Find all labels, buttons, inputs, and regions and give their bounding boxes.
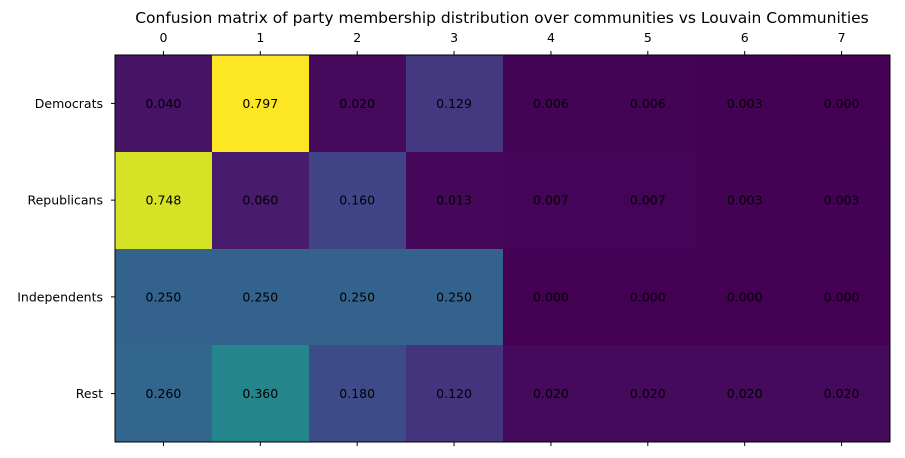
- cell-value-label: 0.003: [727, 96, 763, 111]
- cell-value-label: 0.120: [436, 386, 472, 401]
- x-tick-label: 6: [741, 30, 749, 45]
- cell-value-label: 0.003: [824, 193, 860, 208]
- heatmap-cell: [793, 345, 890, 442]
- cell-value-label: 0.007: [533, 193, 569, 208]
- heatmap-cell: [406, 249, 503, 345]
- heatmap-cell: [503, 249, 599, 345]
- heatmap-cell: [696, 55, 793, 152]
- x-tick-label: 3: [450, 30, 458, 45]
- heatmap-cell: [212, 345, 309, 442]
- heatmap-cell: [599, 249, 696, 345]
- cell-value-label: 0.000: [824, 96, 860, 111]
- cell-value-label: 0.000: [533, 289, 569, 304]
- heatmap-cell: [406, 55, 503, 152]
- cell-value-label: 0.060: [242, 193, 278, 208]
- y-tick-label: Independents: [17, 289, 103, 304]
- cell-value-label: 0.797: [242, 96, 278, 111]
- x-axis-ticks: 0 1 2 3 4 5 6 7: [159, 30, 846, 446]
- heatmap-cell: [696, 345, 793, 442]
- cell-value-label: 0.020: [533, 386, 569, 401]
- heatmap-cell: [696, 152, 793, 249]
- cell-value-label: 0.020: [630, 386, 666, 401]
- heatmap-cell: [212, 55, 309, 152]
- cell-value-label: 0.250: [242, 289, 278, 304]
- x-tick-label: 5: [644, 30, 652, 45]
- cell-value-label: 0.250: [146, 289, 182, 304]
- heatmap-cell: [503, 55, 599, 152]
- heatmap-cell: [309, 55, 406, 152]
- cell-value-label: 0.250: [339, 289, 375, 304]
- heatmap-cell: [793, 152, 890, 249]
- heatmap-cell: [309, 249, 406, 345]
- heatmap-cell: [793, 55, 890, 152]
- x-tick-label: 7: [838, 30, 846, 45]
- x-tick-label: 1: [256, 30, 264, 45]
- cell-value-label: 0.000: [630, 289, 666, 304]
- heatmap-cell: [696, 249, 793, 345]
- cell-value-label: 0.020: [339, 96, 375, 111]
- cell-value-label: 0.160: [339, 193, 375, 208]
- y-axis-ticks: Democrats Republicans Independents Rest: [17, 96, 115, 401]
- cell-value-label: 0.129: [436, 96, 472, 111]
- cell-value-label: 0.006: [533, 96, 569, 111]
- cell-value-label: 0.020: [727, 386, 763, 401]
- y-tick-label: Rest: [76, 386, 103, 401]
- plot-frame: [114, 54, 891, 443]
- cell-value-label: 0.020: [824, 386, 860, 401]
- heatmap-cell: [503, 345, 599, 442]
- x-tick-label: 4: [547, 30, 555, 45]
- cell-value-label: 0.180: [339, 386, 375, 401]
- cell-value-label: 0.000: [727, 289, 763, 304]
- heatmap-cell: [599, 55, 696, 152]
- heatmap-cell: [406, 152, 503, 249]
- y-tick-label: Democrats: [35, 96, 103, 111]
- heatmap-cell: [309, 345, 406, 442]
- cell-value-label: 0.000: [824, 289, 860, 304]
- heatmap-cells: [115, 55, 890, 442]
- heatmap-cell: [599, 152, 696, 249]
- y-tick-label: Republicans: [27, 193, 103, 208]
- cell-value-label: 0.260: [146, 386, 182, 401]
- heatmap-cell: [115, 152, 212, 249]
- cell-value-label: 0.013: [436, 193, 472, 208]
- heatmap-cell: [793, 249, 890, 345]
- cell-value-label: 0.748: [146, 193, 182, 208]
- heatmap-cell: [309, 152, 406, 249]
- heatmap-cell: [115, 345, 212, 442]
- cell-value-label: 0.250: [436, 289, 472, 304]
- heatmap-cell: [503, 152, 599, 249]
- cell-value-label: 0.360: [242, 386, 278, 401]
- cell-value-label: 0.003: [727, 193, 763, 208]
- heatmap-value-labels: 0.040 0.797 0.020 0.129 0.006 0.006 0.003 0.000…: [146, 96, 860, 401]
- heatmap-cell: [599, 345, 696, 442]
- x-tick-label: 2: [353, 30, 361, 45]
- heatmap-cell: [212, 152, 309, 249]
- heatmap-cell: [115, 249, 212, 345]
- cell-value-label: 0.007: [630, 193, 666, 208]
- heatmap-cell: [115, 55, 212, 152]
- cell-value-label: 0.006: [630, 96, 666, 111]
- chart-title: Confusion matrix of party membership dis…: [135, 9, 869, 27]
- cell-value-label: 0.040: [146, 96, 182, 111]
- heatmap-cell: [406, 345, 503, 442]
- heatmap-cell: [212, 249, 309, 345]
- x-tick-label: 0: [159, 30, 167, 45]
